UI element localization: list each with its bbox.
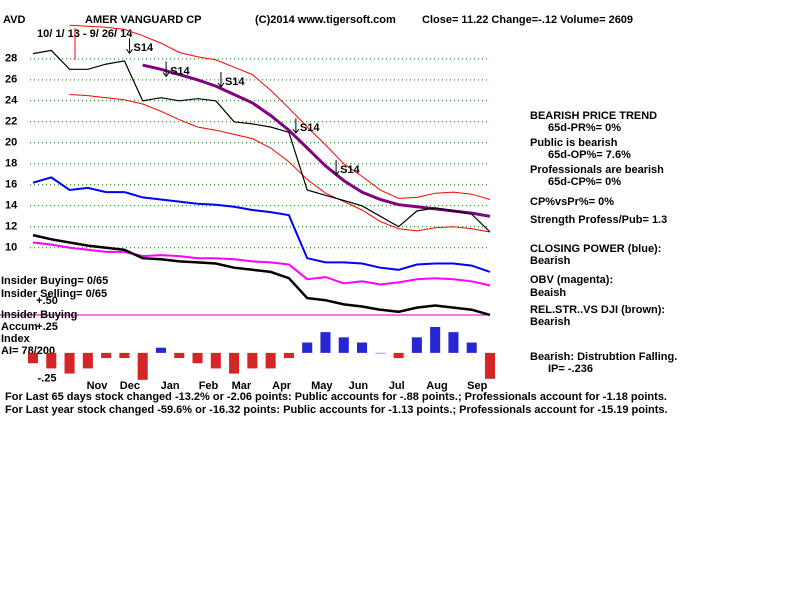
side-note: Bearish: Distrubtion Falling. <box>530 351 677 363</box>
x-tick-label: Dec <box>120 380 140 392</box>
side-note: Public is bearish <box>530 137 618 149</box>
x-tick-label: Apr <box>272 380 292 392</box>
accum-bar <box>265 352 276 369</box>
accum-bar <box>82 352 93 369</box>
accum-bar <box>137 352 148 380</box>
series-line <box>69 94 491 233</box>
index-label: Index <box>1 333 31 345</box>
signal-arrowhead <box>162 72 170 78</box>
accum-bar <box>155 347 166 353</box>
accum-bar <box>210 352 221 369</box>
x-tick-label: Jan <box>161 380 180 392</box>
accum-bar <box>283 352 294 359</box>
accum-bar <box>229 352 240 374</box>
insider-label: Insider Buying <box>1 309 77 321</box>
signal-label: S14 <box>170 65 190 77</box>
insider-selling: Insider Selling= 0/65 <box>1 288 107 300</box>
series-line <box>32 49 491 233</box>
footer-line: For Last 65 days stock changed -13.2% or… <box>5 391 667 403</box>
signal-label: S14 <box>300 122 320 134</box>
series-line <box>142 63 491 218</box>
symbol: AVD <box>3 14 25 26</box>
accum-bar <box>27 352 39 364</box>
y-tick-label: 22 <box>5 116 17 128</box>
y-tick-label: 28 <box>5 53 17 65</box>
side-note: Bearish <box>530 255 571 267</box>
accum-bar <box>375 352 386 354</box>
y-tick-label: 26 <box>5 74 17 86</box>
accum-bar <box>119 352 130 359</box>
x-tick-label: May <box>311 380 333 392</box>
company-name: AMER VANGUARD CP <box>85 14 202 26</box>
accum-bar <box>320 332 331 353</box>
x-tick-label: Nov <box>87 380 109 392</box>
accum-bar <box>302 342 313 353</box>
accum-bar <box>393 352 404 359</box>
date-range: 10/ 1/ 13 - 9/ 26/ 14 <box>37 28 133 40</box>
footer-line: For Last year stock changed -59.6% or -1… <box>5 404 668 416</box>
signal-arrowhead <box>217 82 225 88</box>
x-tick-label: Aug <box>426 380 447 392</box>
series-line <box>32 233 491 317</box>
accum-bar <box>357 342 368 353</box>
y-tick-label: -.25 <box>38 373 57 385</box>
accum-bar <box>411 337 422 353</box>
y-tick-label: 16 <box>5 179 17 191</box>
y-tick-label: 10 <box>5 242 17 254</box>
side-note: CP%vsPr%= 0% <box>530 196 614 208</box>
x-tick-label: Feb <box>199 380 219 392</box>
signal-label: S14 <box>340 164 360 176</box>
y-tick-label: 12 <box>5 221 17 233</box>
insider-buying: Insider Buying= 0/65 <box>1 275 108 287</box>
signal-arrowhead <box>332 170 340 176</box>
accum-bar <box>430 326 441 353</box>
signal-label: S14 <box>134 42 154 54</box>
signal-label: S14 <box>225 76 245 88</box>
accum-bar <box>247 352 258 369</box>
x-tick-label: Jun <box>349 380 369 392</box>
y-tick-label: +.25 <box>36 321 58 333</box>
signal-arrowhead <box>292 128 300 134</box>
side-note: 65d-OP%= 7.6% <box>548 149 631 161</box>
x-tick-label: Mar <box>232 380 252 392</box>
quote: Close= 11.22 Change=-.12 Volume= 2609 <box>422 14 633 26</box>
accum-bar <box>46 352 57 369</box>
side-note: 65d-CP%= 0% <box>548 176 621 188</box>
x-tick-label: Jul <box>389 380 405 392</box>
series-line <box>32 176 491 273</box>
series-line <box>32 241 491 287</box>
accum-bar <box>448 332 459 353</box>
accum-bar <box>338 337 349 353</box>
accum-bar <box>64 352 75 374</box>
side-note: Bearish <box>530 316 571 328</box>
side-note: BEARISH PRICE TREND <box>530 110 657 122</box>
accum-bar <box>101 352 112 359</box>
side-note: Professionals are bearish <box>530 164 664 176</box>
y-tick-label: 24 <box>5 95 18 107</box>
side-note: Strength Profess/Pub= 1.3 <box>530 214 667 226</box>
y-tick-label: 18 <box>5 158 17 170</box>
y-tick-label: 20 <box>5 137 17 149</box>
y-tick-label: 14 <box>5 200 18 212</box>
accum-bar <box>466 342 477 353</box>
source: (C)2014 www.tigersoft.com <box>255 14 396 26</box>
side-note: REL.STR..VS DJI (brown): <box>530 304 665 316</box>
side-note: IP= -.236 <box>548 363 593 375</box>
side-note: 65d-PR%= 0% <box>548 122 621 134</box>
accum-label: Accum <box>1 321 38 333</box>
series-line <box>69 24 491 200</box>
ai-label: AI= 78/200 <box>1 345 55 357</box>
side-note: Beaish <box>530 287 566 299</box>
y-tick-label: +.50 <box>36 295 58 307</box>
side-note: CLOSING POWER (blue): <box>530 243 661 255</box>
x-tick-label: Sep <box>467 380 487 392</box>
accum-bar <box>484 352 496 379</box>
accum-bar <box>192 352 203 364</box>
side-note: OBV (magenta): <box>530 274 613 286</box>
accum-bar <box>174 352 185 359</box>
signal-arrowhead <box>126 49 133 55</box>
